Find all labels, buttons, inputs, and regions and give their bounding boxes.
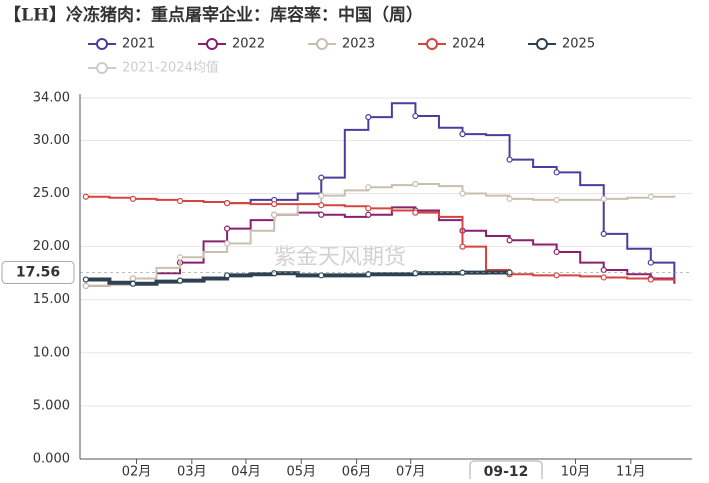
point — [318, 272, 325, 279]
x-tick-label: 05月 — [286, 465, 316, 480]
legend-item: 2025 — [528, 37, 595, 52]
point — [600, 274, 607, 281]
x-tick-label: 03月 — [177, 465, 207, 480]
y-tick-label: 15.00 — [33, 292, 70, 307]
point — [459, 131, 466, 138]
point — [459, 243, 466, 250]
x-tick-label: 04月 — [231, 465, 261, 480]
point — [553, 196, 560, 204]
legend-item: 2024 — [418, 37, 485, 52]
legend-label: 2021 — [122, 37, 155, 52]
y-tick-label: 30.00 — [33, 133, 70, 148]
legend-marker — [206, 38, 218, 50]
point — [600, 195, 607, 202]
point — [647, 276, 654, 283]
x-tick-label: 07月 — [396, 465, 426, 480]
point — [506, 195, 513, 202]
point — [365, 211, 372, 218]
y-tick-label: 0.000 — [33, 452, 70, 467]
legend-item: 2022 — [198, 37, 265, 52]
point — [412, 270, 419, 277]
legend-marker — [96, 38, 108, 50]
tooltip-box — [469, 460, 543, 483]
legend-marker — [316, 38, 328, 50]
point — [176, 254, 184, 261]
series-line — [227, 102, 676, 279]
point — [506, 237, 513, 244]
point — [318, 192, 325, 199]
point — [553, 248, 560, 256]
point — [129, 195, 137, 202]
y-tick-label: 5.000 — [33, 398, 70, 413]
x-tick-label: 02月 — [122, 465, 152, 480]
y-tick-label: 20.00 — [33, 239, 70, 254]
point — [412, 180, 419, 188]
point — [365, 184, 372, 191]
legend-marker — [536, 38, 548, 50]
point — [412, 209, 419, 216]
point — [271, 270, 278, 277]
y-tick-label: 25.00 — [33, 186, 70, 201]
legend-item: 2023 — [308, 37, 375, 52]
point — [271, 201, 278, 208]
point — [600, 230, 607, 238]
point — [82, 282, 89, 290]
legend-label: 2021-2024均值 — [122, 60, 219, 76]
point — [129, 275, 137, 282]
watermark: 紫金天风期货 — [274, 245, 406, 270]
series-line — [85, 206, 676, 287]
point — [600, 266, 607, 274]
legend-marker — [426, 38, 438, 50]
point — [459, 190, 466, 197]
point — [318, 202, 325, 209]
point — [553, 272, 560, 279]
point — [224, 272, 231, 279]
tooltip-label: 09-12 — [484, 464, 529, 479]
point — [129, 280, 137, 287]
point — [365, 271, 372, 278]
point — [224, 240, 231, 247]
legend-label: 2024 — [452, 37, 485, 52]
point — [82, 193, 89, 200]
crosshair-label: 17.56 — [16, 265, 60, 281]
point — [224, 200, 231, 207]
legend-label: 2025 — [562, 37, 595, 52]
point — [365, 114, 372, 121]
point — [553, 169, 560, 176]
point — [647, 259, 654, 266]
point — [176, 277, 184, 284]
y-tick-label: 10.00 — [33, 345, 70, 360]
point — [176, 197, 184, 205]
legend-label: 2023 — [342, 37, 375, 52]
point — [318, 174, 325, 181]
point — [412, 112, 419, 120]
point — [82, 276, 89, 283]
point — [224, 225, 231, 232]
point — [318, 211, 325, 218]
legend-label: 2022 — [232, 37, 265, 52]
chart-title: 【LH】冷冻猪肉：重点屠宰企业：库容率：中国（周） — [4, 5, 423, 26]
legend-item: 2021 — [88, 37, 155, 52]
point — [647, 193, 654, 200]
point — [506, 156, 513, 163]
x-tick-label: 06月 — [342, 465, 372, 480]
x-tick-label: 10月 — [561, 465, 591, 480]
point — [271, 211, 278, 218]
crosshair-box — [1, 261, 75, 285]
y-tick-label: 34.00 — [33, 91, 70, 106]
point — [365, 205, 372, 212]
legend-marker — [96, 62, 108, 74]
x-tick-label: 11月 — [616, 465, 646, 480]
legend-item: 2021-2024均值 — [88, 60, 219, 76]
